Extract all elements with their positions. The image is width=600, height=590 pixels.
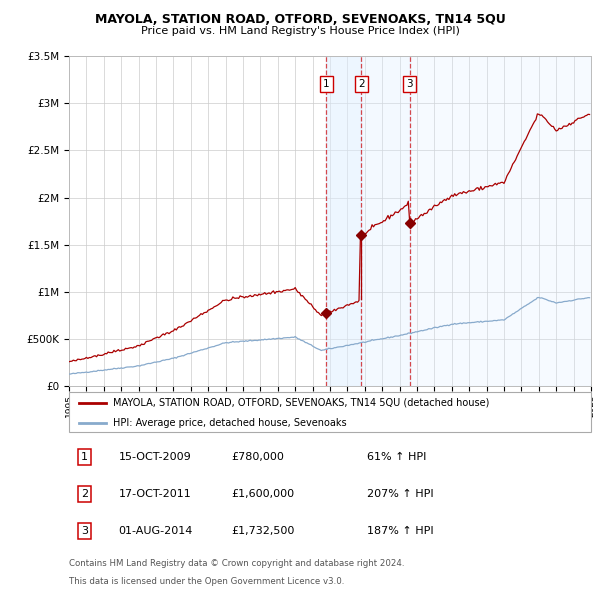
Bar [326,56,361,386]
Text: HPI: Average price, detached house, Sevenoaks: HPI: Average price, detached house, Seve… [113,418,347,428]
Text: Price paid vs. HM Land Registry's House Price Index (HPI): Price paid vs. HM Land Registry's House … [140,26,460,36]
Text: 1: 1 [81,453,88,463]
Text: 17-OCT-2011: 17-OCT-2011 [119,489,191,499]
Text: 61% ↑ HPI: 61% ↑ HPI [367,453,426,463]
Text: 2: 2 [81,489,88,499]
Text: 3: 3 [81,526,88,536]
Text: £1,732,500: £1,732,500 [231,526,294,536]
Text: MAYOLA, STATION ROAD, OTFORD, SEVENOAKS, TN14 5QU: MAYOLA, STATION ROAD, OTFORD, SEVENOAKS,… [95,13,505,26]
Text: £780,000: £780,000 [231,453,284,463]
Text: 3: 3 [406,80,413,89]
Text: 187% ↑ HPI: 187% ↑ HPI [367,526,433,536]
Text: MAYOLA, STATION ROAD, OTFORD, SEVENOAKS, TN14 5QU (detached house): MAYOLA, STATION ROAD, OTFORD, SEVENOAKS,… [113,398,490,408]
Text: 15-OCT-2009: 15-OCT-2009 [119,453,191,463]
Text: 2: 2 [358,80,364,89]
FancyBboxPatch shape [69,392,591,432]
Text: £1,600,000: £1,600,000 [231,489,294,499]
Text: This data is licensed under the Open Government Licence v3.0.: This data is licensed under the Open Gov… [69,577,344,586]
Text: Contains HM Land Registry data © Crown copyright and database right 2024.: Contains HM Land Registry data © Crown c… [69,559,404,569]
Text: 01-AUG-2014: 01-AUG-2014 [119,526,193,536]
Text: 1: 1 [323,80,329,89]
Bar [361,56,410,386]
Text: 207% ↑ HPI: 207% ↑ HPI [367,489,433,499]
Bar [410,56,591,386]
